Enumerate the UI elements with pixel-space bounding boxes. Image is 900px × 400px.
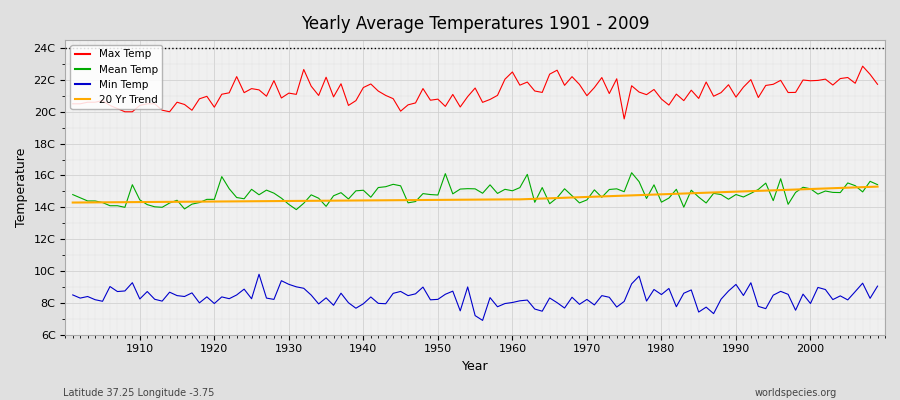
Text: Latitude 37.25 Longitude -3.75: Latitude 37.25 Longitude -3.75 <box>63 388 214 398</box>
Title: Yearly Average Temperatures 1901 - 2009: Yearly Average Temperatures 1901 - 2009 <box>301 15 650 33</box>
X-axis label: Year: Year <box>462 360 489 373</box>
Legend: Max Temp, Mean Temp, Min Temp, 20 Yr Trend: Max Temp, Mean Temp, Min Temp, 20 Yr Tre… <box>70 45 162 109</box>
Text: worldspecies.org: worldspecies.org <box>755 388 837 398</box>
Y-axis label: Temperature: Temperature <box>15 148 28 227</box>
